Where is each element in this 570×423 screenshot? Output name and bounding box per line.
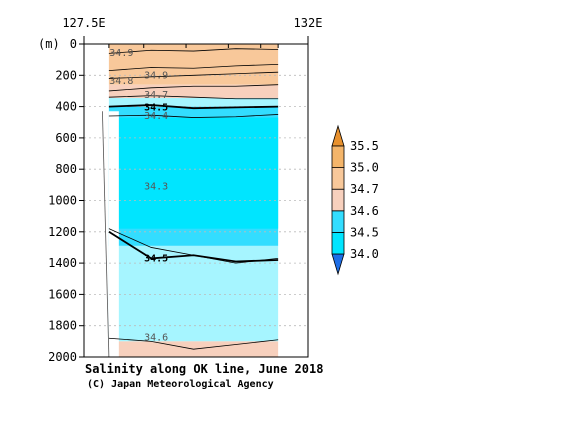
contour-label-34.5-4: 34.5 [144, 103, 168, 114]
contour-layer [102, 48, 279, 358]
contour-label-34.9-0: 34.9 [109, 48, 133, 59]
colorbar-swatch-1 [331, 210, 345, 233]
y-tick-label-2000: 2000 [48, 350, 77, 364]
y-tick-label-200: 200 [55, 68, 77, 82]
colorbar-under-arrow [331, 253, 345, 276]
y-tick-label-600: 600 [55, 131, 77, 145]
colorbar-swatch-2 [331, 188, 345, 212]
x-tick-label-132E: 132E [294, 16, 323, 30]
salinity-core-cyan [118, 117, 279, 229]
x-tick-label-127.5E: 127.5E [62, 16, 105, 30]
contour-label-34.5-7: 34.5 [144, 254, 168, 265]
colorbar-label-34.0: 34.0 [350, 247, 379, 261]
contour-34.6-9 [108, 337, 279, 350]
contour-34.5-8 [108, 231, 279, 263]
colorbar-label-34.5: 34.5 [350, 225, 379, 239]
colorbar-swatch-4 [331, 145, 345, 169]
y-tick-label-1200: 1200 [48, 225, 77, 239]
y-tick-label-800: 800 [55, 162, 77, 176]
x-axis [83, 36, 309, 48]
contour-34.7-3 [108, 84, 279, 92]
contour-34.9-0 [108, 48, 279, 54]
western-boundary-line [102, 111, 110, 358]
y-tick-label-1800: 1800 [48, 319, 77, 333]
contour-34.8-2 [108, 71, 279, 79]
y-tick-label-400: 400 [55, 100, 77, 114]
colorbar-legend: 34.0 34.5 34.6 34.7 35.0 35.5 [331, 124, 379, 276]
contour-label-34.3-6: 34.3 [144, 182, 168, 193]
colorbar-label-34.7: 34.7 [350, 182, 379, 196]
colorbar-swatch-3 [331, 167, 345, 190]
chart-credit: (C) Japan Meteorological Agency [87, 378, 274, 390]
contour-34.9-1 [108, 63, 279, 72]
contour-label-34.6-8: 34.6 [144, 333, 168, 344]
colorbar-over-arrow [331, 124, 345, 147]
contour-label-34.9-1: 34.9 [144, 71, 168, 82]
contour-34.4-6 [108, 114, 279, 118]
contour-34.6-4 [108, 95, 279, 100]
y-tick-label-1400: 1400 [48, 256, 77, 270]
y-axis-label: (m) [38, 37, 60, 51]
contour-label-34.8-2: 34.8 [109, 76, 133, 87]
y-axis: 0 200 400 600 800 1000 1200 1400 1600 1800 2000 [48, 37, 84, 364]
y-tick-label-1000: 1000 [48, 194, 77, 208]
contour-labels-layer: 34.934.934.834.734.534.434.334.534.6 [109, 48, 168, 344]
y-tick-label-0: 0 [70, 37, 77, 51]
contour-label-34.7-3: 34.7 [144, 90, 168, 101]
colorbar-label-34.6: 34.6 [350, 204, 379, 218]
contour-34.5-5 [108, 104, 279, 110]
salinity-band-0 [108, 44, 279, 85]
chart-title: Salinity along OK line, June 2018 [85, 362, 323, 376]
salinity-band-2 [108, 97, 279, 107]
colorbar-swatch-0 [331, 231, 345, 255]
y-tick-label-1600: 1600 [48, 287, 77, 301]
contour-label-34.4-5: 34.4 [144, 111, 168, 122]
colorbar-label-35.0: 35.0 [350, 161, 379, 175]
colorbar-label-35.5: 35.5 [350, 139, 379, 153]
